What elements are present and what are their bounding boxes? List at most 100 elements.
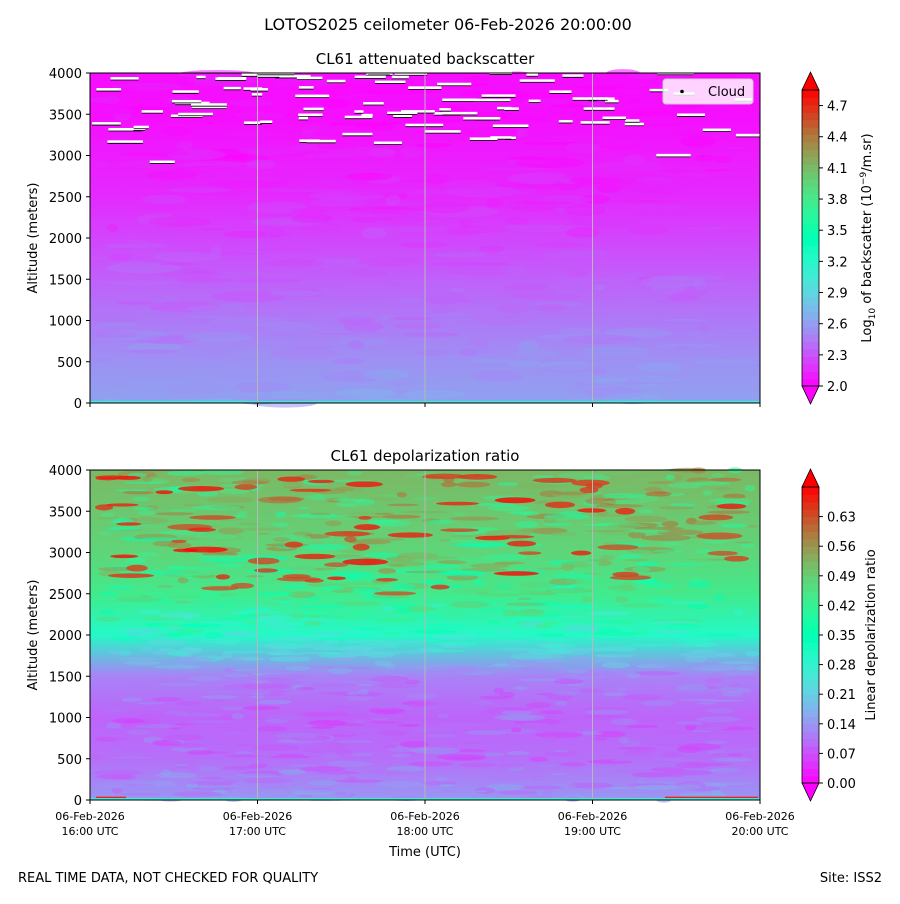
- heatmap-cell: [606, 786, 636, 790]
- heatmap-cell: [223, 230, 268, 238]
- heatmap-cell: [245, 575, 265, 578]
- cloud-marker: [107, 140, 143, 144]
- backscatter-y-axis-label: Altitude (meters): [26, 183, 41, 294]
- heatmap-cell: [566, 782, 614, 789]
- heatmap-cell: [108, 736, 128, 742]
- heatmap-cell: [539, 710, 564, 715]
- heatmap-cell: [525, 772, 537, 778]
- heatmap-cell: [99, 591, 118, 596]
- heatmap-cell: [390, 753, 411, 758]
- heatmap-cell: [378, 617, 419, 622]
- heatmap-cell: [446, 230, 482, 235]
- heatmap-cell: [163, 734, 202, 741]
- heatmap-cell: [537, 632, 565, 637]
- heatmap-cell: [214, 371, 278, 379]
- heatmap-cell: [325, 515, 355, 521]
- cloud-marker: [298, 113, 323, 117]
- colorbar-tick-label: 0.14: [827, 718, 856, 733]
- colorbar-tick-label: 0.07: [827, 747, 856, 762]
- heatmap-cell: [171, 539, 187, 543]
- heatmap-cell: [593, 504, 644, 508]
- heatmap-cell: [306, 633, 341, 639]
- heatmap-cell: [143, 207, 194, 212]
- heatmap-cell: [198, 228, 228, 231]
- cloud-markers: [91, 71, 760, 164]
- cloud-marker: [149, 160, 175, 164]
- heatmap-cell: [478, 245, 505, 253]
- quality-disclaimer: REAL TIME DATA, NOT CHECKED FOR QUALITY: [18, 871, 318, 886]
- heatmap-cell: [612, 109, 687, 117]
- colorbar-segment: [802, 349, 819, 357]
- heatmap-cell: [660, 562, 710, 566]
- heatmap-cell: [730, 675, 758, 682]
- heatmap-cell: [123, 545, 145, 548]
- heatmap-cell: [256, 726, 288, 732]
- heatmap-cell: [440, 481, 457, 488]
- colorbar-segment: [802, 334, 819, 343]
- heatmap-cell: [623, 558, 650, 562]
- heatmap-cell: [716, 503, 747, 510]
- heatmap-cell: [335, 600, 381, 606]
- heatmap-cell: [678, 509, 690, 512]
- heatmap-cell: [257, 532, 271, 535]
- heatmap-cell: [636, 496, 659, 502]
- heatmap-cell: [188, 780, 233, 786]
- heatmap-cell: [448, 756, 487, 760]
- heatmap-cell: [521, 723, 550, 726]
- heatmap-cell: [425, 519, 454, 525]
- colorbar-segment: [802, 694, 819, 703]
- heatmap-cell: [497, 790, 538, 795]
- heatmap-cell: [211, 290, 287, 303]
- colorbar-segment: [802, 524, 819, 532]
- heatmap-cell: [368, 496, 397, 502]
- heatmap-cell: [181, 477, 201, 483]
- heatmap-cell: [309, 683, 357, 687]
- heatmap-cell: [740, 543, 755, 548]
- heatmap-cell: [501, 710, 533, 716]
- heatmap-cell: [617, 554, 643, 560]
- heatmap-cell: [435, 501, 480, 506]
- heatmap-cell: [186, 750, 216, 755]
- x-tick-date: 06-Feb-2026: [558, 810, 627, 823]
- heatmap-cell: [494, 629, 514, 634]
- heatmap-cell: [343, 320, 384, 333]
- y-tick-label: 4000: [49, 67, 82, 82]
- colorbar-tick-label: 0.35: [827, 629, 856, 644]
- heatmap-cell: [231, 610, 280, 615]
- heatmap-cell: [635, 561, 660, 568]
- colorbar-segment: [802, 546, 819, 555]
- colorbar-segment: [802, 90, 819, 98]
- colorbar-segment: [802, 119, 819, 128]
- colorbar-segment: [802, 620, 819, 629]
- heatmap-cell: [110, 554, 139, 559]
- backscatter-gridlines: [257, 73, 593, 403]
- heatmap-cell: [711, 472, 725, 479]
- heatmap-cell: [672, 688, 720, 693]
- heatmap-cell: [640, 700, 676, 707]
- heatmap-cell: [346, 776, 358, 781]
- cloud-marker: [344, 115, 373, 119]
- heatmap-cell: [443, 612, 468, 618]
- cloud-marker: [492, 124, 529, 128]
- heatmap-cell: [714, 744, 757, 750]
- heatmap-cell: [284, 541, 303, 548]
- colorbar-segment: [802, 363, 819, 372]
- heatmap-cell: [661, 520, 679, 528]
- colorbar-segment: [802, 252, 819, 261]
- heatmap-cell: [152, 697, 182, 702]
- heatmap-cell: [146, 639, 187, 646]
- heatmap-cell: [487, 639, 535, 643]
- cloud-marker: [558, 119, 573, 123]
- heatmap-cell: [276, 171, 299, 182]
- cloud-marker: [580, 121, 610, 125]
- y-tick-label: 1000: [49, 315, 82, 330]
- heatmap-cell: [228, 365, 242, 372]
- cloud-marker: [405, 123, 444, 127]
- heatmap-cell: [285, 614, 330, 617]
- heatmap-cell: [148, 216, 211, 227]
- heatmap-cell: [651, 757, 700, 762]
- heatmap-cell: [105, 243, 127, 249]
- heatmap-cell: [600, 258, 613, 266]
- cloud-marker: [191, 103, 227, 107]
- colorbar-segment: [802, 312, 819, 320]
